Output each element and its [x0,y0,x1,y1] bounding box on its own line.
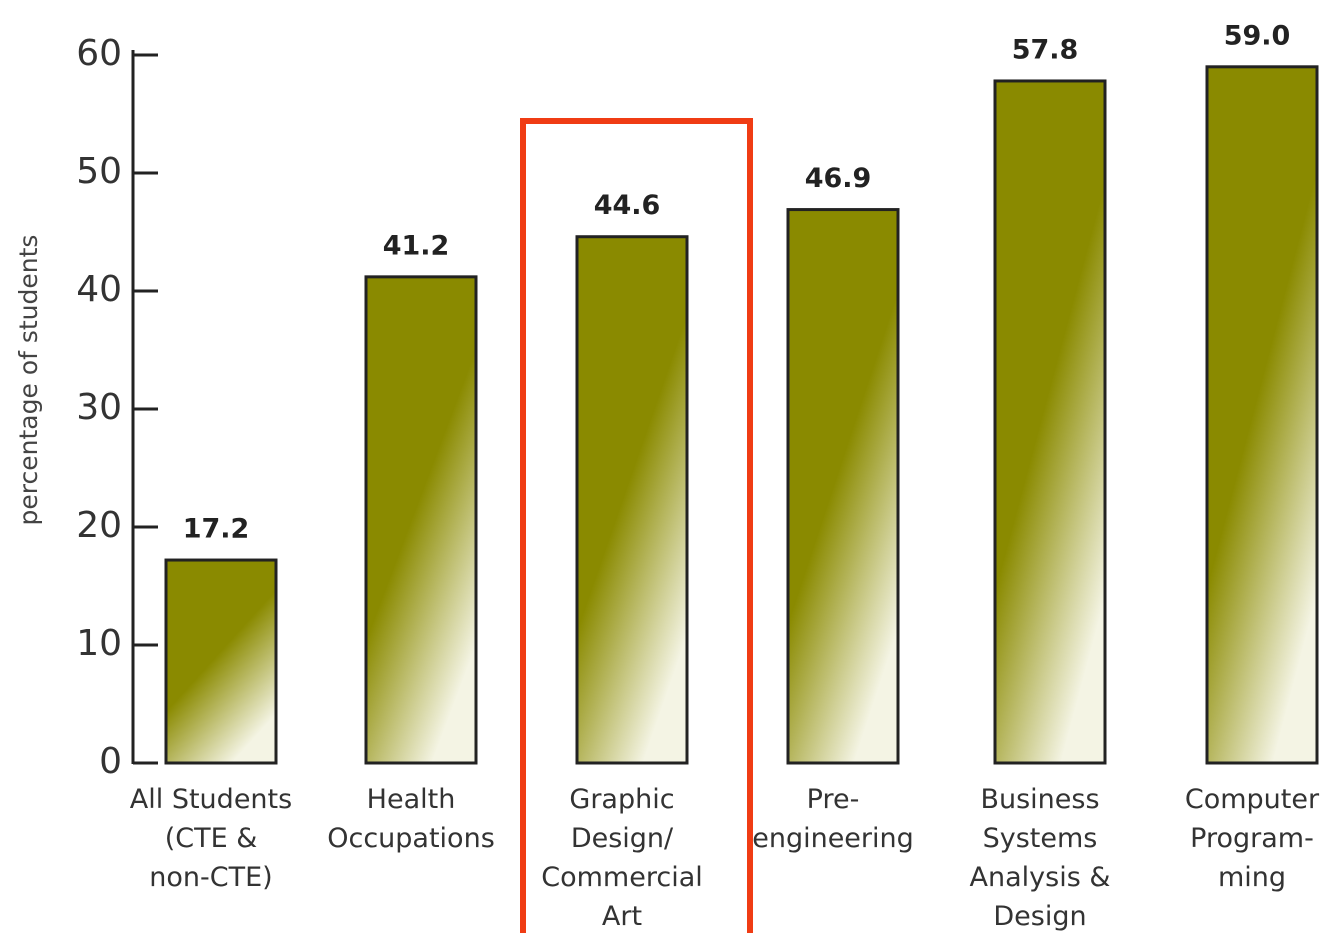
x-tick-label: Business Systems Analysis & Design [970,784,1111,932]
y-tick-label: 30 [76,387,122,428]
y-tick-label: 20 [76,505,122,546]
bar [364,275,478,765]
x-tick-label: All Students (CTE & non-CTE) [130,784,292,893]
bar [164,558,278,765]
bar [575,235,689,765]
x-tick-label: Graphic Design/Commercial Art [541,784,703,932]
x-tick-label: Health Occupations [327,784,495,854]
value-label: 57.8 [1012,34,1079,65]
bar [786,208,900,765]
x-tick-label: Computer Program-ming [1185,784,1320,893]
bar [993,79,1107,765]
y-tick-label: 10 [76,623,122,664]
y-tick-label: 0 [99,741,122,782]
highlight-box [520,118,753,937]
y-tick-label: 40 [76,269,122,310]
y-axis-label: percentage of students [14,235,43,526]
y-tick-label: 60 [76,33,122,74]
value-label: 59.0 [1224,20,1291,51]
value-label: 46.9 [805,163,872,194]
bar [1205,65,1319,765]
value-label: 41.2 [383,230,450,261]
value-label: 44.6 [594,190,661,221]
y-tick-label: 50 [76,151,122,192]
value-label: 17.2 [183,514,250,545]
x-tick-label: Pre-engineering [752,784,914,854]
